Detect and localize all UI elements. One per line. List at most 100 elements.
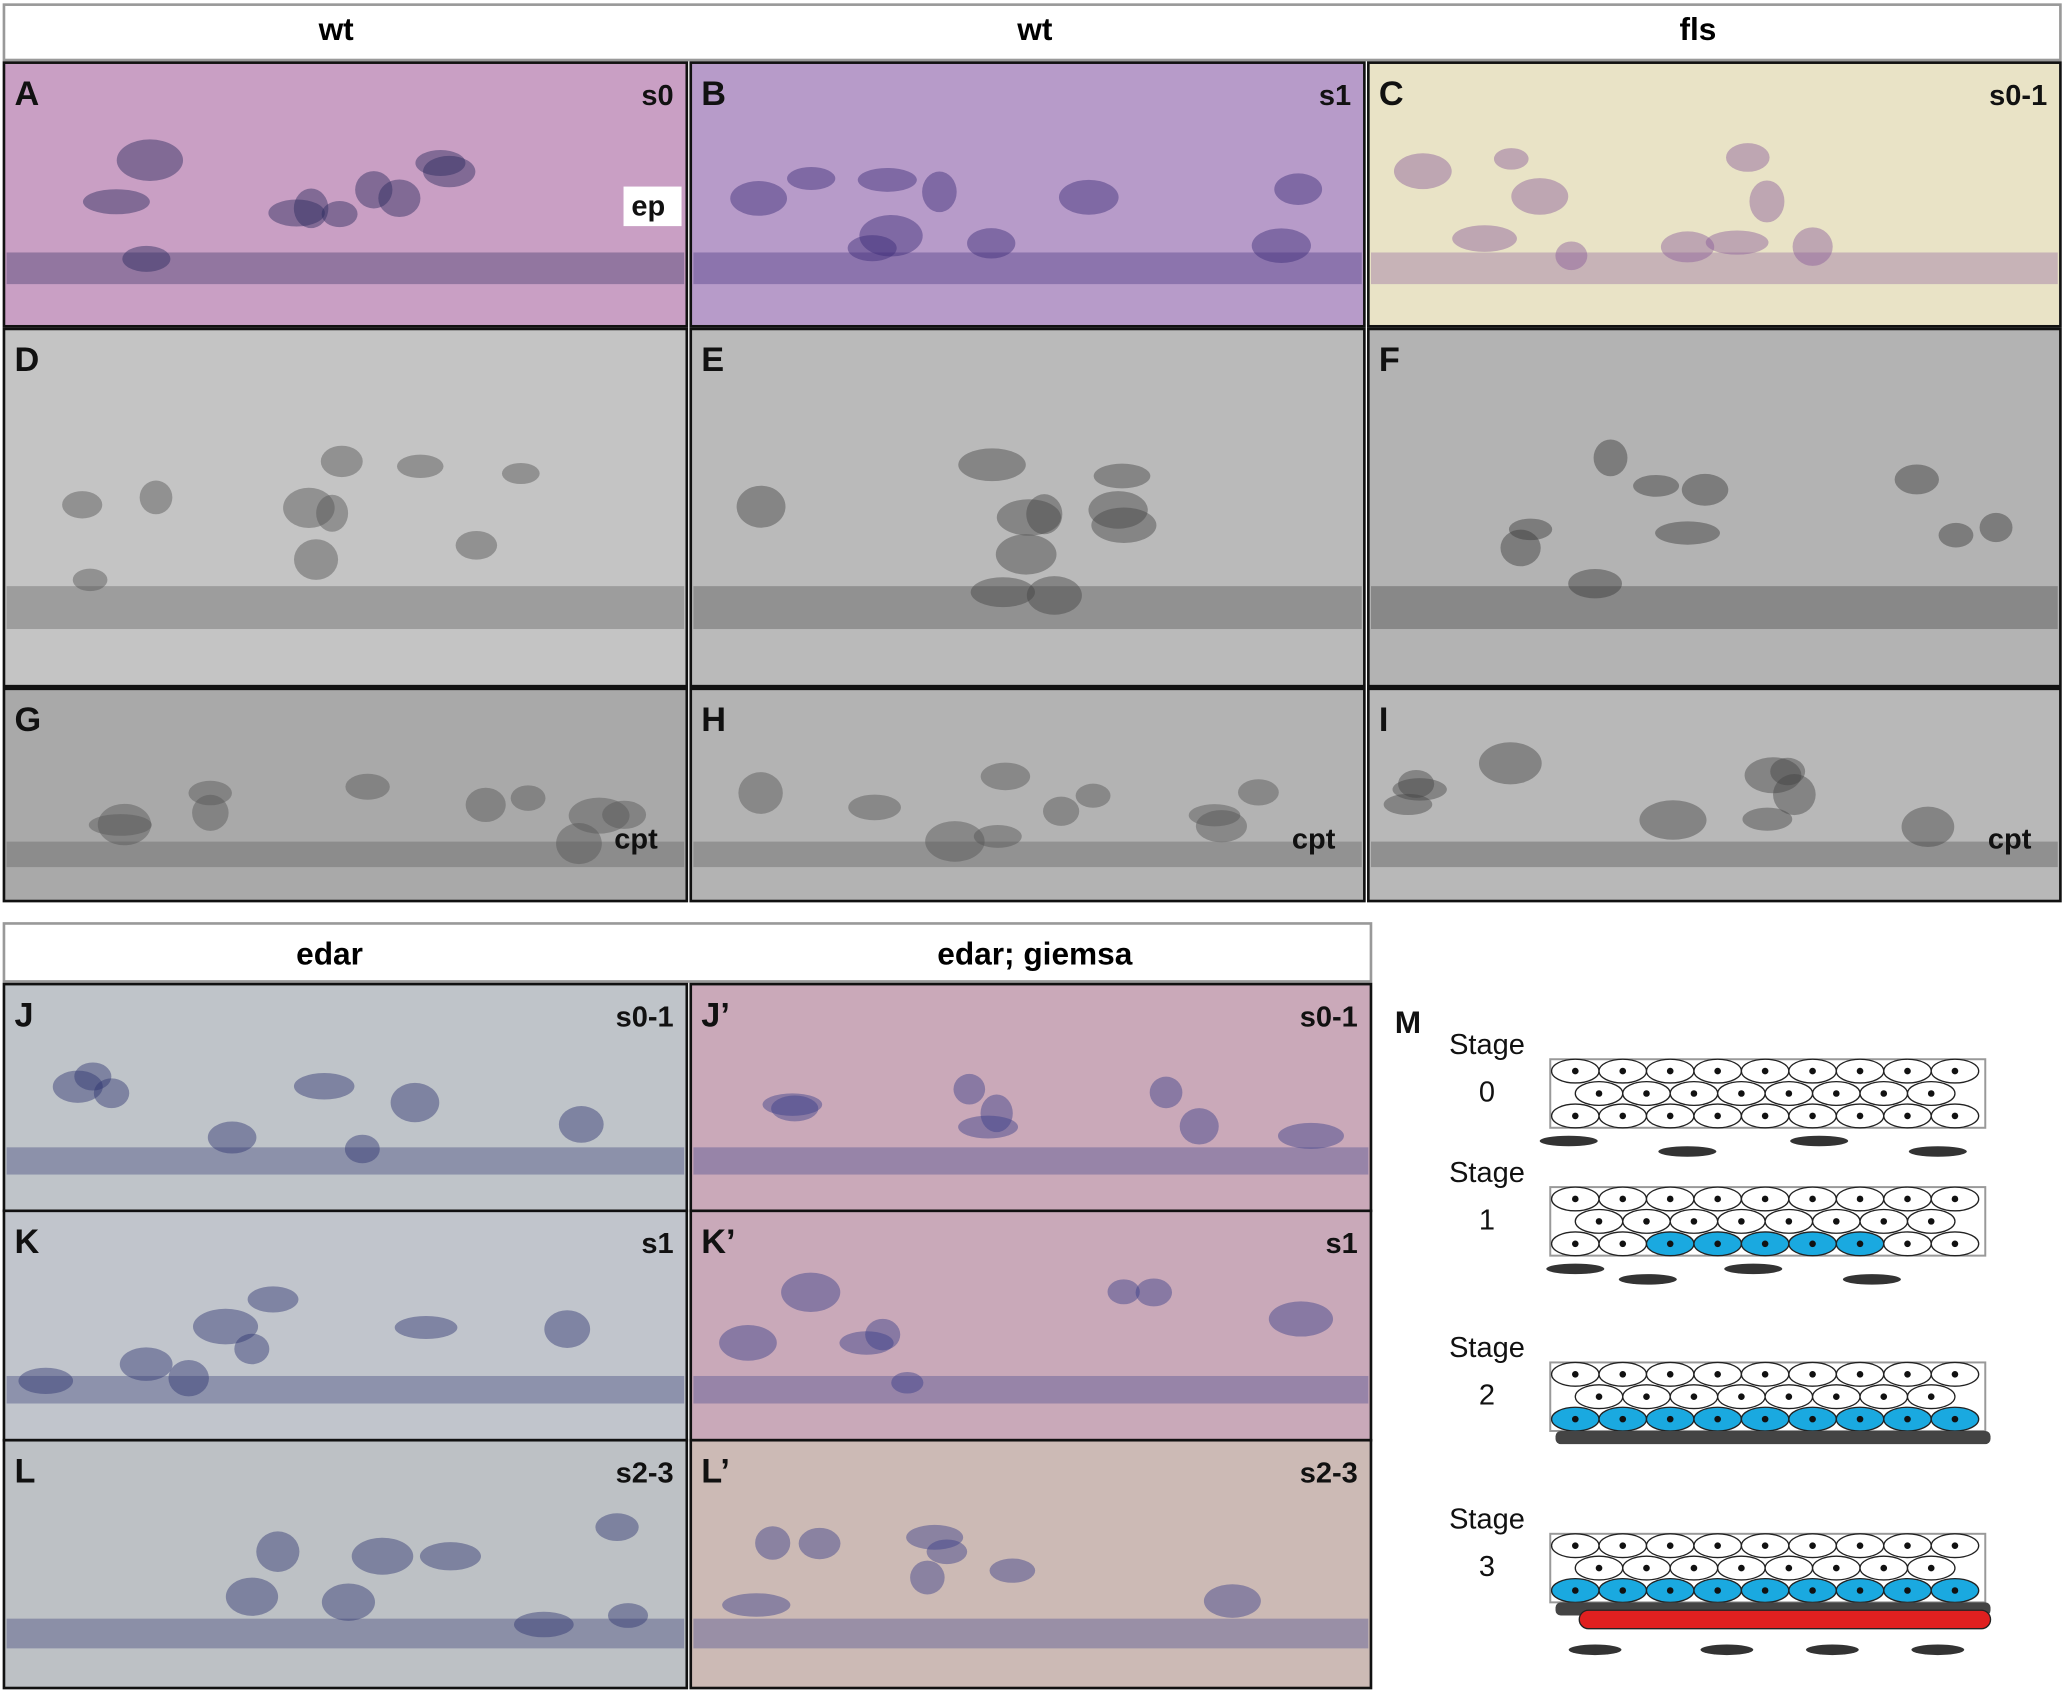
cell-nucleus: [771, 1095, 819, 1122]
cell-nucleus: [1091, 507, 1157, 543]
cell-dot: [1904, 1195, 1911, 1203]
cell-dot: [1856, 1195, 1864, 1203]
cell-nucleus: [891, 1371, 924, 1394]
cell-dot: [1619, 1587, 1627, 1594]
cell-nucleus: [72, 568, 108, 592]
cell-dot: [1951, 1195, 1959, 1203]
cell-nucleus: [980, 1094, 1013, 1133]
cell-nucleus: [970, 577, 1036, 608]
cell-nucleus: [1058, 179, 1119, 215]
cell-dot: [1927, 1393, 1935, 1401]
image-panel: [689, 982, 1373, 1213]
cell-dot: [1666, 1112, 1674, 1120]
tissue-band: [693, 252, 1362, 285]
cell-nucleus: [256, 1531, 300, 1572]
cell-dot: [1904, 1371, 1911, 1378]
tissue-band: [693, 841, 1362, 868]
panel-label: E: [701, 341, 724, 379]
fibroblast: [1658, 1146, 1717, 1157]
cell-dot: [1785, 1090, 1793, 1097]
cell-nucleus: [320, 445, 363, 478]
cell-nucleus: [455, 530, 498, 560]
cell-nucleus: [316, 494, 349, 532]
cell-nucleus: [465, 787, 506, 823]
tissue-band: [6, 252, 685, 285]
fibroblast: [1911, 1644, 1965, 1656]
cell-dot: [1904, 1112, 1911, 1120]
cell-nucleus: [1681, 473, 1729, 506]
dermal-layer: [1555, 1430, 1991, 1445]
cell-nucleus: [1633, 474, 1680, 497]
cell-dot: [1572, 1542, 1579, 1549]
fibroblast: [1790, 1135, 1849, 1147]
cell-dot: [1856, 1067, 1864, 1075]
cell-dot: [1572, 1112, 1579, 1120]
cell-nucleus: [168, 1359, 209, 1397]
cell-nucleus: [1075, 783, 1111, 808]
cell-nucleus: [1508, 518, 1553, 541]
cell-nucleus: [736, 485, 786, 528]
column-header: wt: [318, 11, 355, 47]
cell-nucleus: [1655, 521, 1720, 545]
stage-tag: s1: [1319, 80, 1351, 112]
cell-nucleus: [556, 823, 602, 865]
column-header: fls: [1679, 11, 1716, 47]
cell-nucleus: [859, 215, 923, 257]
cell-dot: [1761, 1112, 1769, 1120]
cell-dot: [1761, 1195, 1769, 1203]
tissue-band: [693, 1147, 1369, 1175]
tissue-band: [6, 586, 685, 630]
cell-dot: [1595, 1393, 1603, 1401]
cell-nucleus: [781, 1272, 841, 1312]
cell-nucleus: [958, 448, 1026, 482]
cell-dot: [1666, 1371, 1674, 1378]
cell-nucleus: [1511, 178, 1569, 215]
cell-dot: [1714, 1240, 1721, 1248]
panel-label: L’: [701, 1452, 730, 1490]
cell-dot: [1690, 1564, 1698, 1572]
cell-nucleus: [1251, 228, 1311, 263]
cell-dot: [1714, 1195, 1721, 1203]
stage-number: 2: [1479, 1380, 1495, 1412]
cell-dot: [1809, 1195, 1816, 1203]
panel-label: A: [15, 75, 40, 113]
cell-nucleus: [1979, 512, 2013, 543]
fibroblast: [1805, 1644, 1859, 1656]
cell-dot: [1856, 1587, 1864, 1594]
stage-tag: s1: [641, 1228, 673, 1260]
cell-nucleus: [119, 1347, 173, 1381]
cell-nucleus: [321, 200, 358, 228]
cell-dot: [1619, 1542, 1627, 1549]
panel-label: L: [15, 1452, 36, 1490]
cell-nucleus: [394, 1315, 458, 1340]
tissue-band: [6, 1375, 685, 1404]
cell-nucleus: [268, 199, 325, 227]
cell-dot: [1666, 1542, 1674, 1549]
tissue-band: [1370, 586, 2058, 630]
cell-nucleus: [857, 167, 917, 192]
cell-dot: [1785, 1393, 1793, 1401]
cell-dot: [1643, 1393, 1650, 1401]
annotation: ep: [631, 191, 665, 223]
cell-nucleus: [513, 1611, 574, 1638]
cell-nucleus: [1393, 153, 1452, 190]
cell-nucleus: [848, 794, 901, 821]
annotation: cpt: [1292, 823, 1336, 855]
cell-dot: [1904, 1542, 1911, 1549]
header-bar: [2, 3, 2062, 62]
cell-nucleus: [607, 1603, 649, 1628]
cell-dot: [1809, 1371, 1816, 1378]
image-panel: [1367, 327, 2062, 688]
cell-dot: [1572, 1195, 1579, 1203]
cell-dot: [1809, 1240, 1816, 1248]
fibroblast: [1842, 1274, 1901, 1285]
image-panel: [1367, 61, 2062, 328]
cell-nucleus: [423, 155, 476, 188]
stage-word: Stage: [1449, 1504, 1525, 1536]
image-panel: [2, 1438, 689, 1690]
fibroblast: [1908, 1146, 1967, 1157]
cell-nucleus: [973, 824, 1022, 848]
cell-nucleus: [787, 167, 836, 191]
cell-dot: [1690, 1090, 1698, 1097]
